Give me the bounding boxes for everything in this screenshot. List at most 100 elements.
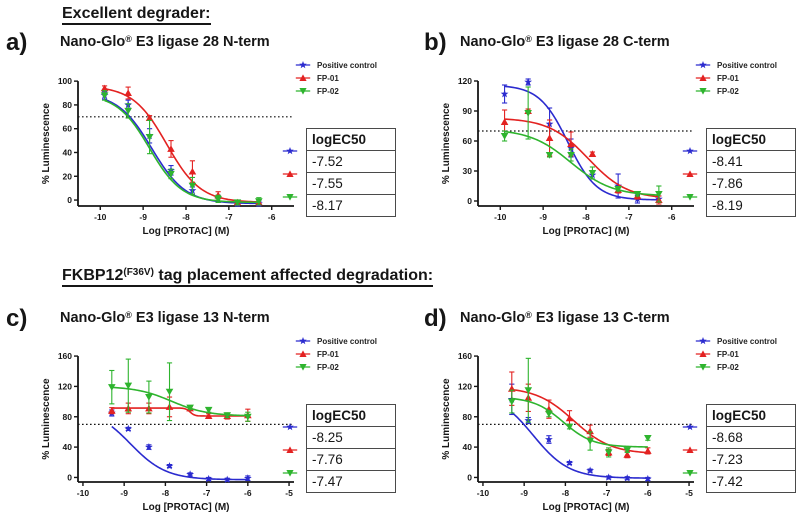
star-marker-icon xyxy=(682,146,698,155)
table-value-fp02: -8.17 xyxy=(306,194,396,217)
svg-text:-10: -10 xyxy=(477,488,490,498)
chart-a-canvas: 0 20 40 60 80 100 -10 -9 -8 -7 -6 Log [PROTAC] (M)%… xyxy=(41,76,294,237)
svg-text:Log [PROTAC] (M): Log [PROTAC] (M) xyxy=(142,226,229,237)
legend-c: Positive control FP-01 FP-02 xyxy=(294,336,377,372)
table-value-fp01: -7.86 xyxy=(706,172,796,195)
svg-text:0: 0 xyxy=(67,195,72,205)
panel-b-title: Nano-Glo® E3 ligase 28 C-term xyxy=(460,34,670,50)
series-fp-01 xyxy=(500,107,663,205)
legend-item-fp01: FP-01 xyxy=(294,73,377,83)
svg-text:% Luminescence: % Luminescence xyxy=(41,378,52,460)
svg-text:% Luminescence: % Luminescence xyxy=(441,102,452,184)
svg-text:% Luminescence: % Luminescence xyxy=(41,103,52,185)
registered-trademark-icon: ® xyxy=(525,310,532,320)
svg-text:80: 80 xyxy=(63,412,73,422)
triangle-down-marker-icon xyxy=(282,193,298,202)
panel-c: c) Nano-Glo® E3 ligase 13 N-term 0 40 80 12… xyxy=(0,302,400,532)
table-value-fp02: -7.47 xyxy=(306,470,396,493)
title-text: E3 ligase 28 N-term xyxy=(131,34,270,50)
svg-text:-8: -8 xyxy=(162,488,170,498)
svg-text:-10: -10 xyxy=(494,212,507,222)
table-value-fp02: -7.42 xyxy=(706,470,796,493)
svg-text:-8: -8 xyxy=(582,212,590,222)
svg-text:-7: -7 xyxy=(625,212,633,222)
registered-trademark-icon: ® xyxy=(525,34,532,44)
legend-label: FP-02 xyxy=(317,86,339,96)
star-marker-icon xyxy=(695,336,711,345)
panel-a-letter: a) xyxy=(6,29,28,56)
legend-b: Positive control FP-01 FP-02 xyxy=(694,60,777,96)
svg-text:0: 0 xyxy=(467,472,472,482)
svg-text:20: 20 xyxy=(63,171,73,181)
svg-text:-7: -7 xyxy=(203,488,211,498)
svg-text:-9: -9 xyxy=(520,488,528,498)
legend-item-fp01: FP-01 xyxy=(294,349,377,359)
svg-text:40: 40 xyxy=(463,442,473,452)
series-fp-02 xyxy=(108,358,252,422)
panel-d: d) Nano-Glo® E3 ligase 13 C-term 0 40 80 12… xyxy=(400,302,800,532)
title-text: E3 ligase 13 N-term xyxy=(131,310,270,326)
svg-text:90: 90 xyxy=(463,106,473,116)
svg-text:120: 120 xyxy=(58,381,72,391)
legend-item-fp01: FP-01 xyxy=(694,349,777,359)
legend-item-fp02: FP-02 xyxy=(694,362,777,372)
title-text: E3 ligase 13 C-term xyxy=(531,310,670,326)
heading-text: FKBP12(F36V) tag placement affected degr… xyxy=(62,267,434,287)
axes: 0 30 60 90 120 -10 -9 -8 -7 -6 Log [PROTAC] (M) % L… xyxy=(441,76,694,237)
legend-label: Positive control xyxy=(717,336,778,346)
title-text: E3 ligase 28 C-term xyxy=(531,34,670,50)
title-text: Nano-Glo xyxy=(460,310,526,326)
table-row-markers xyxy=(681,146,699,202)
panel-b-letter: b) xyxy=(424,29,447,56)
svg-text:% Luminescence: % Luminescence xyxy=(441,378,452,460)
triangle-down-marker-icon xyxy=(295,363,311,372)
section-heading-excellent-degrader: Excellent degrader: xyxy=(62,5,211,25)
svg-text:-6: -6 xyxy=(668,212,676,222)
table-row-markers xyxy=(681,422,699,478)
svg-text:40: 40 xyxy=(63,442,73,452)
svg-text:-5: -5 xyxy=(685,488,693,498)
series-fp-02 xyxy=(508,357,652,458)
panel-d-title: Nano-Glo® E3 ligase 13 C-term xyxy=(460,310,670,326)
star-marker-icon xyxy=(295,336,311,345)
legend-item-fp02: FP-02 xyxy=(294,362,377,372)
svg-text:0: 0 xyxy=(467,196,472,206)
table-value-positive-control: -8.41 xyxy=(706,150,796,173)
triangle-down-marker-icon xyxy=(682,193,698,202)
svg-text:0: 0 xyxy=(67,472,72,482)
svg-text:-5: -5 xyxy=(285,488,293,498)
legend-label: FP-01 xyxy=(717,73,739,83)
table-header: logEC50 xyxy=(706,404,796,427)
triangle-down-marker-icon xyxy=(282,469,298,478)
table-header: logEC50 xyxy=(306,404,396,427)
svg-text:-6: -6 xyxy=(244,488,252,498)
svg-text:80: 80 xyxy=(463,412,473,422)
triangle-up-marker-icon xyxy=(282,169,298,178)
series-fp-02 xyxy=(500,86,663,203)
panel-a: a) Nano-Glo® E3 ligase 28 N-term 0 20 40 60… xyxy=(0,26,400,258)
chart-d-canvas: 0 40 80 120 160 -10 -9 -8 -7 -6 -5 Log [PROTAC] (M)… xyxy=(441,351,694,513)
heading-suffix: tag placement affected degradation: xyxy=(153,267,434,284)
chart-c-canvas: 0 40 80 120 160 -10 -9 -8 -7 -6 -5 Log [PROTAC] (M)… xyxy=(41,351,294,513)
legend-item-positive-control: Positive control xyxy=(694,336,777,346)
legend-item-fp02: FP-02 xyxy=(694,86,777,96)
triangle-up-marker-icon xyxy=(295,73,311,82)
logec50-table-b: logEC50 -8.41 -7.86 -8.19 xyxy=(706,128,796,217)
triangle-up-marker-icon xyxy=(682,169,698,178)
series-fp-01 xyxy=(508,371,652,459)
svg-text:Log [PROTAC] (M): Log [PROTAC] (M) xyxy=(542,502,629,513)
legend-label: FP-02 xyxy=(317,362,339,372)
svg-text:-9: -9 xyxy=(120,488,128,498)
star-marker-icon xyxy=(682,422,698,431)
svg-text:-7: -7 xyxy=(225,212,233,222)
svg-text:-8: -8 xyxy=(182,212,190,222)
legend-label: FP-01 xyxy=(717,349,739,359)
logec50-table-c: logEC50 -8.25 -7.76 -7.47 xyxy=(306,404,396,493)
svg-text:40: 40 xyxy=(63,147,73,157)
star-marker-icon xyxy=(282,146,298,155)
section-heading-fkbp12-tag-placement: FKBP12(F36V) tag placement affected degr… xyxy=(62,267,434,287)
legend-label: Positive control xyxy=(717,60,778,70)
svg-text:80: 80 xyxy=(63,100,73,110)
table-header: logEC50 xyxy=(706,128,796,151)
